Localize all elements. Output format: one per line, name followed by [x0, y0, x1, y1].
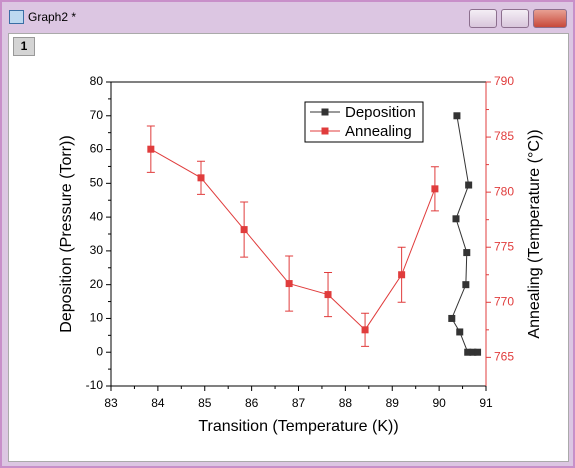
- series-line: [451, 115, 478, 353]
- y-tick-label: 30: [90, 243, 104, 257]
- x-tick-label: 90: [432, 396, 446, 410]
- marker: [361, 326, 369, 334]
- y2-tick-label: 770: [494, 294, 514, 308]
- series-line: [150, 148, 436, 331]
- y2-tick-label: 765: [494, 350, 514, 364]
- x-tick-label: 91: [479, 396, 493, 410]
- y-tick-label: 60: [90, 142, 104, 156]
- y2-tick-label: 775: [494, 239, 514, 253]
- x-tick-label: 85: [198, 396, 212, 410]
- marker: [452, 215, 460, 223]
- y-tick-label: 50: [90, 176, 104, 190]
- chart: 83 84 85 86 87 88 89 90 91 -10 0 10 20 30 40 50 60 70 80 76…: [58, 74, 543, 435]
- y-tick-label: 20: [90, 277, 104, 291]
- x-tick-label: 83: [104, 396, 118, 410]
- graph-area: 1 83 84 85 86 87 88 89 90 91 -10 0 10 20 30 40 50 60 70 80…: [8, 33, 569, 462]
- legend-label: Annealing: [345, 123, 412, 140]
- marker: [464, 348, 472, 356]
- x-tick-label: 84: [151, 396, 165, 410]
- x-axis-label: Transition (Temperature (K)): [198, 418, 398, 435]
- marker: [398, 271, 406, 279]
- marker: [240, 226, 248, 234]
- marker: [324, 291, 332, 299]
- marker: [456, 328, 464, 336]
- y2-tick-label: 785: [494, 129, 514, 143]
- x-tick-label: 86: [245, 396, 259, 410]
- window-icon: [9, 10, 24, 24]
- legend-marker: [321, 127, 329, 135]
- y-tick-label: 70: [90, 108, 104, 122]
- y-axis-label: Deposition (Pressure (Torr)): [58, 135, 75, 332]
- y2-tick-label: 790: [494, 74, 514, 88]
- legend-marker: [321, 108, 329, 116]
- x-tick-label: 87: [292, 396, 306, 410]
- y-tick-label: -10: [86, 378, 104, 392]
- x-tick-label: 88: [339, 396, 353, 410]
- y2-axis-label: Annealing (Temperature (°C)): [526, 129, 543, 338]
- marker: [465, 181, 473, 189]
- y-tick-label: 80: [90, 74, 104, 88]
- y2-tick-label: 780: [494, 184, 514, 198]
- marker: [448, 314, 456, 322]
- layer-tab[interactable]: 1: [13, 37, 35, 56]
- marker: [285, 280, 293, 288]
- marker: [463, 249, 471, 257]
- y-tick-label: 10: [90, 311, 104, 325]
- y-tick-label: 40: [90, 209, 104, 223]
- y-tick-label: 0: [96, 344, 103, 358]
- x-tick-label: 89: [386, 396, 400, 410]
- close-button[interactable]: [533, 9, 567, 28]
- title-bar: Graph2 *: [2, 2, 573, 32]
- marker: [469, 348, 477, 356]
- marker: [474, 348, 482, 356]
- minimize-button[interactable]: [469, 9, 497, 28]
- marker: [197, 174, 205, 182]
- marker: [147, 145, 155, 153]
- marker: [431, 185, 439, 193]
- marker: [462, 281, 470, 289]
- legend-label: Deposition: [345, 104, 416, 121]
- window-title: Graph2 *: [28, 10, 77, 24]
- marker: [453, 112, 461, 120]
- restore-button[interactable]: [501, 9, 529, 28]
